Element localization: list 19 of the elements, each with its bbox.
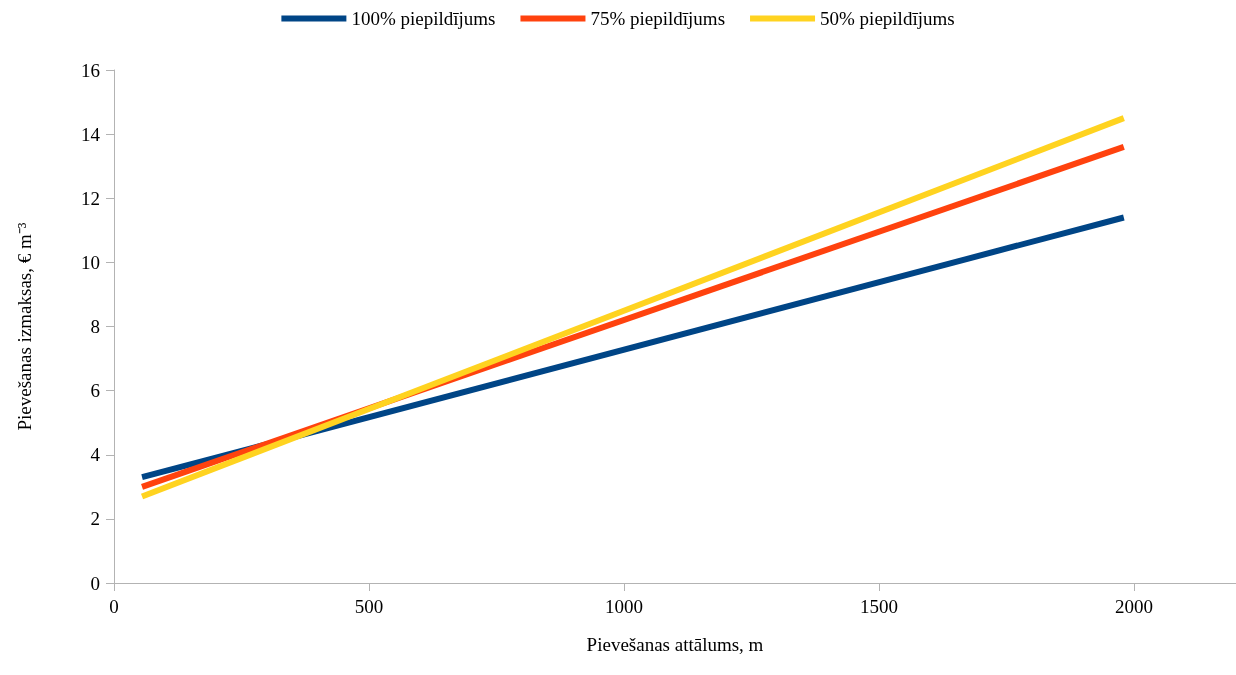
y-tick-label: 2 — [90, 508, 100, 530]
y-tick-label: 14 — [81, 123, 101, 145]
x-axis-title: Pievešanas attālums, m — [586, 634, 764, 655]
y-axis-title: Pievešanas izmaksas, € m⁻³ — [14, 222, 35, 431]
y-tick-label: 6 — [90, 380, 100, 402]
y-tick-label: 8 — [90, 316, 100, 337]
x-tick-label: 2000 — [1115, 596, 1153, 617]
y-tick-label: 16 — [81, 59, 100, 81]
y-tick-label: 10 — [81, 251, 100, 273]
x-tick-label: 0 — [109, 596, 119, 617]
x-tick-label: 500 — [354, 596, 384, 617]
y-tick-label: 12 — [81, 187, 100, 209]
x-tick-label: 1500 — [860, 596, 898, 617]
legend-label: 100% piepildījums — [351, 8, 496, 29]
legend-label: 50% piepildījums — [820, 8, 955, 29]
legend-label: 75% piepildījums — [590, 8, 726, 29]
y-tick-label: 4 — [90, 444, 101, 466]
x-tick-label: 1000 — [605, 596, 643, 617]
y-tick-label: 0 — [90, 572, 100, 594]
